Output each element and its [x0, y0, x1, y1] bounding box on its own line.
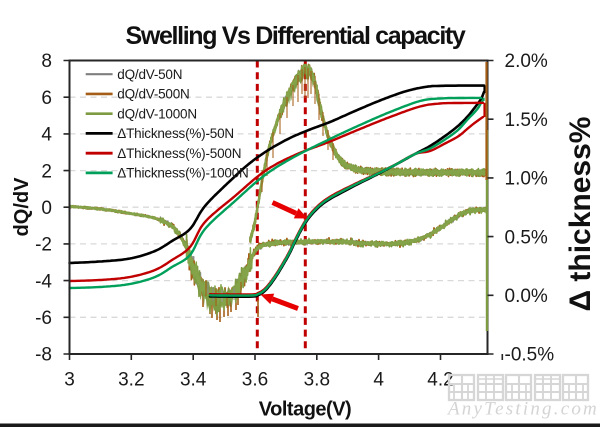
svg-text:3.2: 3.2 — [118, 370, 144, 391]
svg-text:0: 0 — [41, 198, 52, 219]
svg-text:dQ/dV: dQ/dV — [11, 177, 33, 237]
svg-text:8: 8 — [41, 51, 52, 72]
svg-text:4.2: 4.2 — [427, 370, 453, 391]
svg-text:4: 4 — [41, 125, 52, 146]
svg-text:6: 6 — [41, 88, 52, 109]
svg-text:0.0%: 0.0% — [505, 286, 548, 307]
svg-text:-2: -2 — [35, 235, 52, 256]
svg-text:-0.5%: -0.5% — [505, 345, 555, 366]
svg-text:3.6: 3.6 — [242, 370, 268, 391]
svg-text:-8: -8 — [35, 345, 52, 366]
svg-text:Swelling Vs Differential capac: Swelling Vs Differential capacity — [126, 22, 466, 50]
svg-text:ΔThickness(%)-500N: ΔThickness(%)-500N — [117, 146, 241, 161]
svg-text:Δ thickness%: Δ thickness% — [564, 117, 597, 312]
svg-text:2.0%: 2.0% — [505, 51, 548, 72]
svg-text:Voltage(V): Voltage(V) — [259, 398, 351, 420]
svg-text:dQ/dV-50N: dQ/dV-50N — [117, 67, 182, 82]
svg-text:-4: -4 — [35, 271, 52, 292]
svg-text:1.5%: 1.5% — [505, 110, 548, 131]
svg-text:3.8: 3.8 — [304, 370, 330, 391]
svg-text:3.4: 3.4 — [180, 370, 207, 391]
svg-text:AnyTesting.com: AnyTesting.com — [446, 399, 599, 420]
svg-text:ΔThickness(%)-50N: ΔThickness(%)-50N — [117, 126, 234, 141]
svg-text:2: 2 — [41, 161, 52, 182]
svg-text:dQ/dV-1000N: dQ/dV-1000N — [117, 107, 197, 122]
svg-text:dQ/dV-500N: dQ/dV-500N — [117, 87, 189, 102]
svg-text:0.5%: 0.5% — [505, 227, 548, 248]
svg-text:-6: -6 — [35, 308, 52, 329]
svg-text:3: 3 — [64, 370, 75, 391]
svg-text:4: 4 — [373, 370, 384, 391]
svg-text:1.0%: 1.0% — [505, 169, 548, 190]
svg-text:ΔThickness(%)-1000N: ΔThickness(%)-1000N — [117, 166, 248, 181]
